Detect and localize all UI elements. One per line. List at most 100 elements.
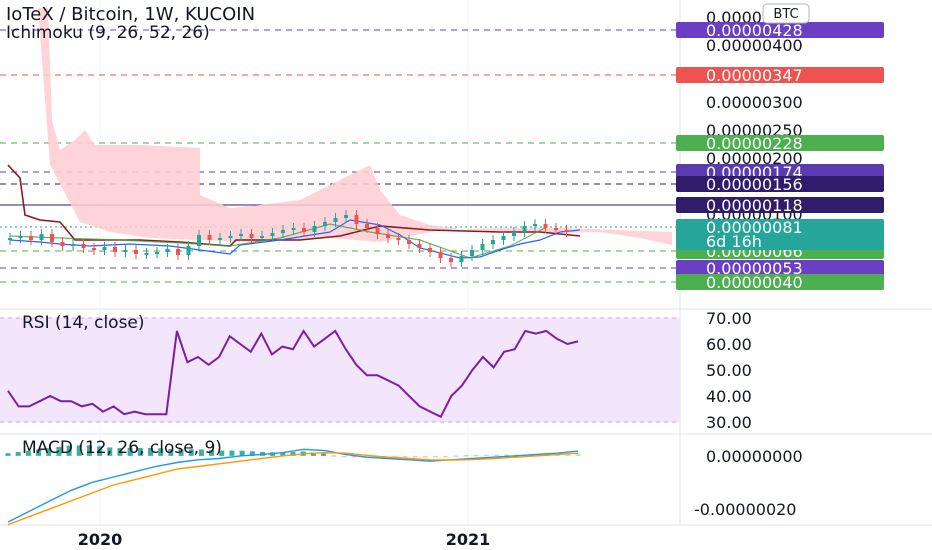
macd-hist-bar	[188, 449, 194, 456]
rsi-tick-label: 50.00	[706, 361, 752, 380]
macd-hist-bar	[310, 452, 316, 456]
rsi-tick-label: 30.00	[706, 413, 752, 432]
macd-hist-bar	[351, 455, 357, 458]
macd-title: MACD (12, 26, close, 9)	[22, 438, 222, 458]
price-tag-label: 0.00000118	[706, 196, 803, 215]
macd-hist-bar	[290, 452, 296, 456]
currency-button-label: BTC	[773, 7, 798, 22]
macd-hist-bar	[178, 449, 184, 456]
candle-body	[428, 248, 432, 252]
candle-body	[375, 228, 380, 234]
countdown-label: 6d 16h	[706, 232, 762, 251]
candle-body	[218, 238, 222, 240]
time-label-2020: 2020	[78, 530, 123, 549]
candle-body	[50, 234, 54, 242]
price-tag-box	[676, 22, 884, 38]
rsi-tick-label: 60.00	[706, 335, 752, 354]
candle-body	[522, 226, 527, 232]
macd-tick-label: -0.00000020	[694, 500, 796, 519]
time-label-2021: 2021	[446, 530, 491, 549]
price-tag-box	[676, 274, 884, 290]
candle-body	[155, 252, 159, 254]
macd-hist-bar	[15, 451, 21, 456]
candle-body	[459, 256, 464, 262]
price-tag-label: 0.00000040	[706, 273, 803, 292]
macd-histogram	[5, 445, 581, 458]
candle-body	[228, 236, 233, 238]
candle-body	[417, 244, 422, 248]
macd-hist-bar	[565, 454, 571, 456]
rsi-line	[7, 329, 579, 419]
candle-body	[81, 244, 86, 248]
macd-hist-bar	[198, 449, 204, 456]
price-tag-label: 0.00000053	[706, 259, 803, 278]
price-tag-green: 0.00000228	[676, 134, 884, 153]
price-tag-box	[676, 176, 884, 192]
currency-button[interactable]	[762, 3, 810, 24]
macd-hist-bar	[371, 455, 377, 458]
macd-hist-bar	[76, 445, 82, 456]
candle-body	[39, 234, 44, 240]
candle-body	[92, 248, 96, 250]
candle-body	[407, 240, 411, 244]
macd-axis[interactable]: 0.00000000 -0.00000020	[694, 447, 803, 519]
price-tag-box	[676, 135, 884, 151]
candle-body	[501, 236, 506, 240]
macd-hist-bar	[494, 454, 500, 457]
macd-hist-bar	[229, 450, 235, 456]
macd-hist-bar	[331, 455, 337, 457]
candle-body	[533, 224, 537, 226]
price-tag-box	[676, 260, 884, 276]
candle-body	[239, 234, 243, 236]
price-tags: 0.000004280.000003470.000002280.00000174…	[676, 21, 884, 292]
chart-title: IoTeX / Bitcoin, 1W, KUCOIN	[6, 4, 255, 25]
rsi-band	[0, 318, 680, 422]
rsi-tick-label: 70.00	[706, 309, 752, 328]
price-tag-label: 0.00000347	[706, 66, 803, 85]
macd-hist-bar	[575, 453, 581, 456]
price-tag-navy: 0.00000156	[676, 175, 884, 194]
candle-body	[113, 247, 117, 252]
ichimoku-cloud	[38, 8, 672, 245]
candle-body	[249, 234, 254, 238]
macd-hist-bar	[158, 448, 164, 456]
macd-hist-bar	[5, 453, 11, 456]
price-tag-label: 0.00000428	[706, 21, 803, 40]
macd-hist-bar	[504, 454, 510, 457]
candle-body	[207, 235, 212, 240]
macd-hist-bar	[86, 445, 92, 456]
macd-hist-bar	[555, 454, 561, 457]
candle-body	[312, 226, 317, 232]
macd-hist-bar	[473, 454, 479, 457]
candle-body	[365, 224, 369, 228]
candle-body	[281, 230, 285, 233]
macd-hist-bar	[107, 447, 113, 456]
macd-hist-bar	[148, 447, 153, 456]
candle-body	[354, 215, 359, 224]
price-tag-purple: 0.00000428	[676, 21, 884, 40]
macd-hist-bar	[402, 455, 408, 458]
price-tick-label: 0.00000200	[706, 149, 803, 168]
candle-body	[18, 236, 23, 238]
macd-hist-bar	[209, 450, 215, 456]
signal-line	[7, 451, 579, 526]
price-tick-label: 0.00000300	[706, 93, 803, 112]
bar-countdown: 6d 16h	[676, 232, 884, 251]
candle-body	[470, 250, 474, 256]
macd-hist-bar	[412, 455, 418, 458]
macd-hist-bar	[453, 455, 459, 457]
macd-hist-bar	[219, 450, 225, 456]
rsi-tick-label: 40.00	[706, 387, 752, 406]
candle-body	[333, 218, 338, 222]
candle-body	[260, 236, 264, 238]
macd-hist-bar	[239, 450, 245, 456]
candle-body	[344, 215, 348, 218]
rsi-axis[interactable]: 70.00 60.00 50.00 40.00 30.00	[706, 309, 752, 432]
candle-body	[323, 222, 327, 226]
price-tag-label: 0.00000081	[706, 218, 803, 237]
price-axis[interactable]: 0.000004500.000004000.000003000.00000250…	[706, 8, 803, 252]
price-tick-label: 0.00000400	[706, 36, 803, 55]
price-tag-label: 0.00000156	[706, 175, 803, 194]
candle-body	[29, 236, 33, 240]
candle-body	[8, 238, 12, 240]
